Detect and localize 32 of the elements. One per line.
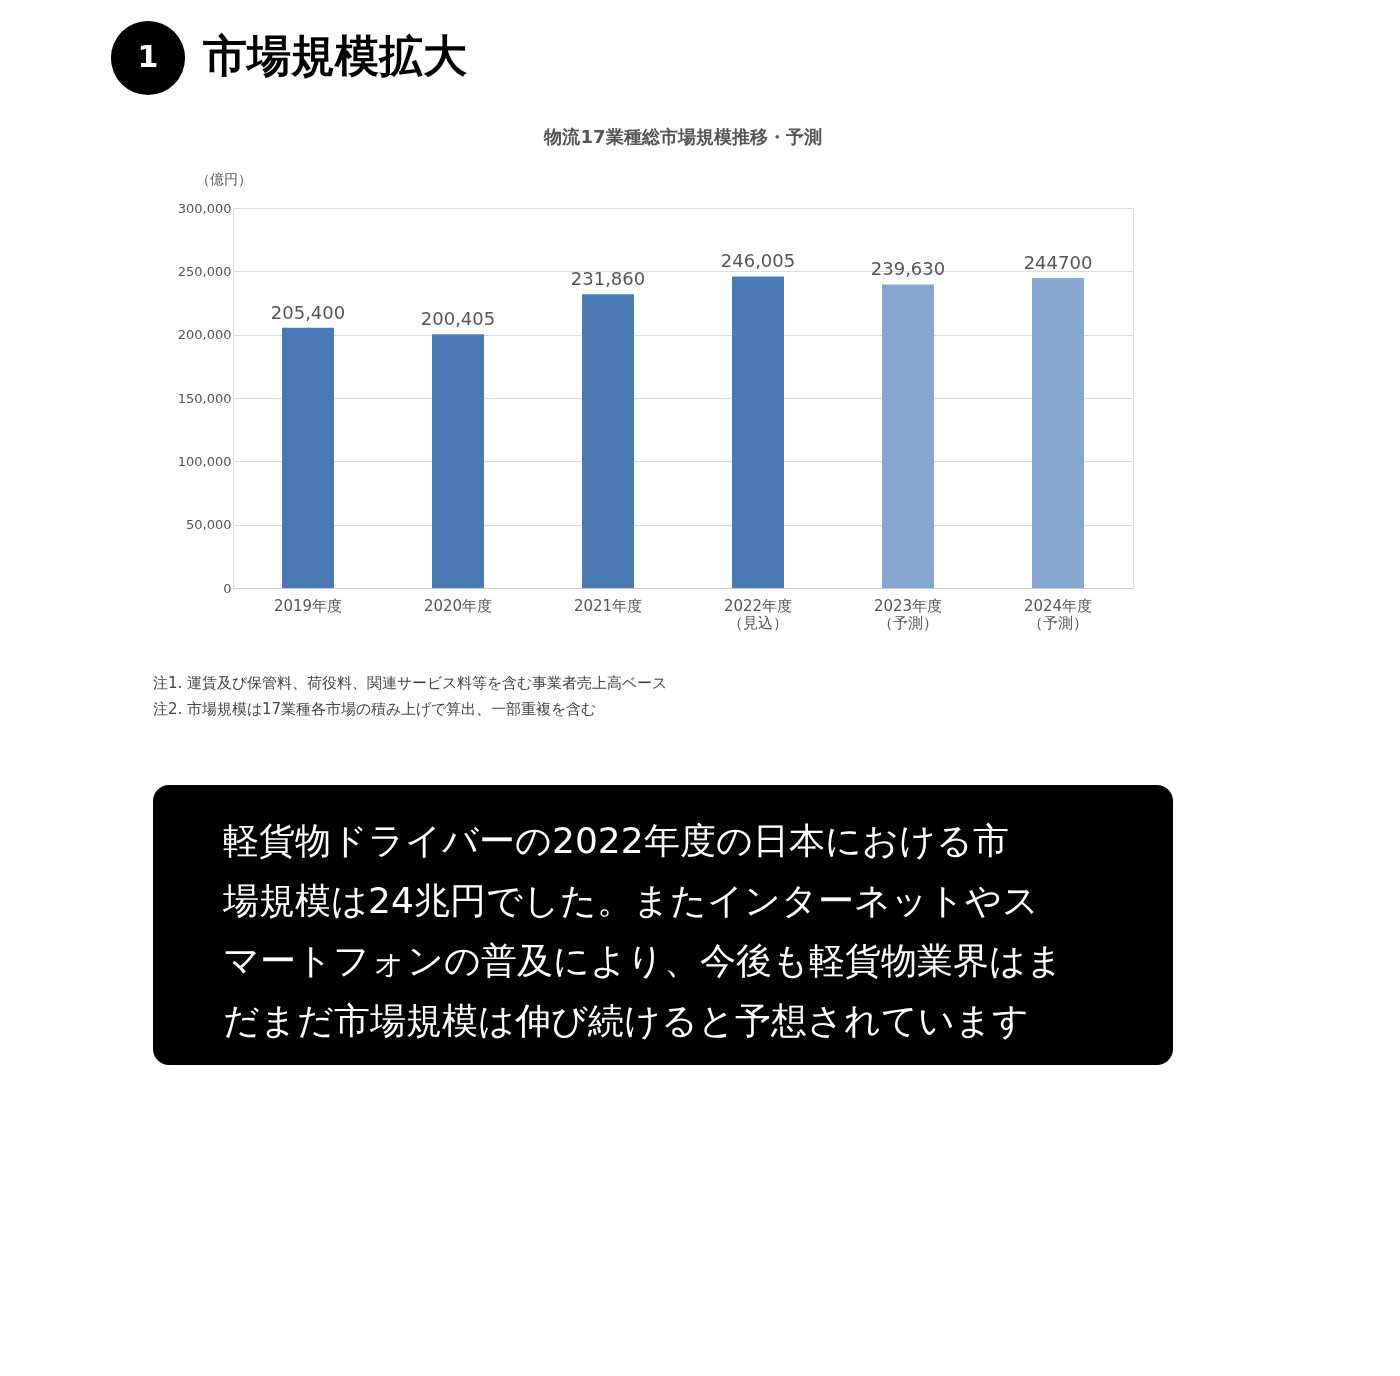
bar: [282, 327, 334, 588]
data-label: 239,630: [870, 258, 946, 280]
x-tick-label: 2021年度: [573, 596, 643, 615]
y-tick-label: 200,000: [177, 327, 232, 343]
text: 注1. 運賃及び保管料、荷役料、関連サービス料等を含む事業者売上高ベース: [153, 674, 668, 692]
text: 注2. 市場規模は17業種各市場の積み上げで算出、一部重複を含む: [153, 700, 597, 718]
y-tick-label: 250,000: [177, 263, 232, 279]
chart-title: 市場規模拡大: [203, 30, 467, 81]
text: 1: [137, 39, 159, 74]
y-tick-label: 150,000: [177, 390, 232, 406]
bar: [882, 284, 934, 588]
data-label: 205,400: [270, 301, 346, 323]
data-label: 246,005: [720, 250, 796, 272]
data-label: 200,405: [420, 308, 496, 330]
bar: [1032, 278, 1084, 588]
y-tick-label: 0: [223, 580, 232, 596]
bar: [432, 334, 484, 588]
chart-subtitle: 物流17業種総市場規模推移・予測: [543, 126, 822, 147]
y-axis-title: （億円）: [195, 170, 252, 187]
y-tick-label: 50,000: [186, 517, 232, 533]
data-label: 244700: [1023, 252, 1093, 274]
x-tick-label: 2019年度: [273, 596, 343, 615]
x-tick-label: 2024年度（予測）: [1023, 596, 1093, 632]
data-label: 231,860: [570, 268, 646, 290]
text: 軽貨物ドライバーの2022年度の日本における市場規模は24兆円でした。またインターネットやスマートフォンの普及により、今後も軽貨物業界はまだまだ市場規模は伸び続けると予想されています: [222, 820, 1063, 1041]
y-tick-label: 300,000: [177, 200, 232, 216]
x-tick-label: 2023年度（予測）: [873, 596, 943, 632]
x-tick-label: 2020年度: [423, 596, 493, 615]
x-tick-label: 2022年度（見込）: [723, 596, 793, 632]
bar: [732, 276, 784, 588]
y-tick-label: 100,000: [177, 453, 232, 469]
bar: [582, 294, 634, 588]
